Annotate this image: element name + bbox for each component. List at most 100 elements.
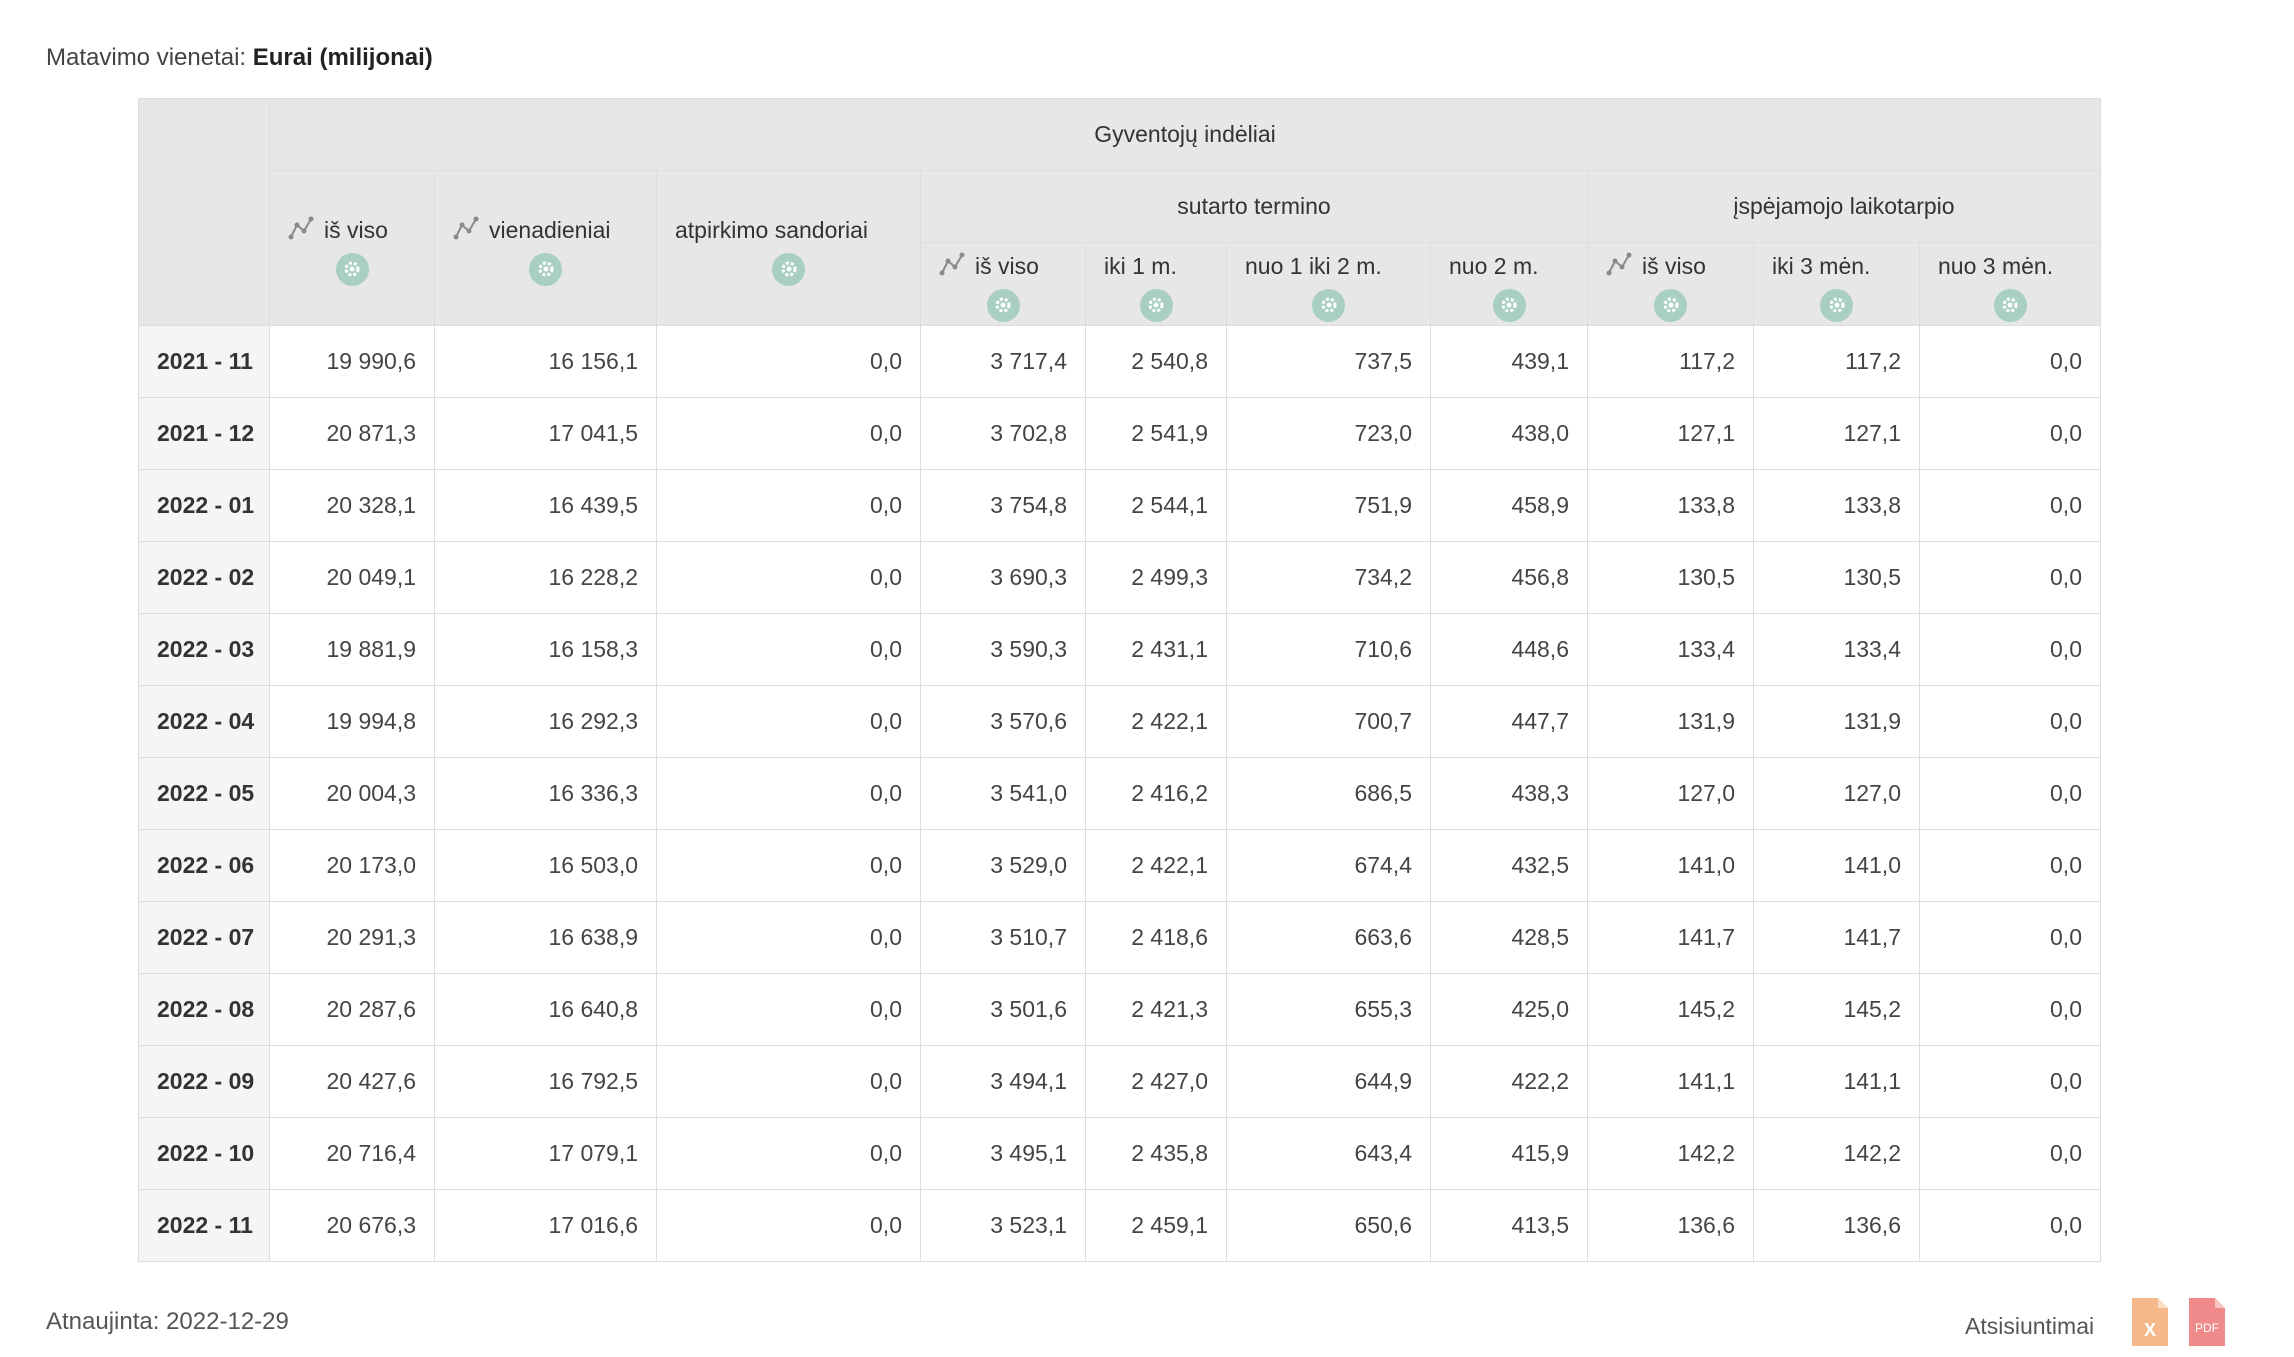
gear-icon[interactable] bbox=[1139, 288, 1173, 322]
excel-file-icon[interactable]: X bbox=[2132, 1298, 2168, 1346]
table-cell: 432,5 bbox=[1430, 829, 1588, 902]
table-cell: 2 416,2 bbox=[1085, 757, 1227, 830]
col-header-8[interactable]: iš viso bbox=[1587, 242, 1754, 326]
table-cell: 130,5 bbox=[1587, 541, 1754, 614]
table-cell: 0,0 bbox=[656, 1189, 921, 1262]
table-cell: 19 881,9 bbox=[269, 613, 435, 686]
table-cell: 413,5 bbox=[1430, 1189, 1588, 1262]
table-cell: 17 079,1 bbox=[434, 1117, 657, 1190]
table-cell: 710,6 bbox=[1226, 613, 1431, 686]
table-cell: 663,6 bbox=[1226, 901, 1431, 974]
col-label: iš viso bbox=[975, 253, 1039, 279]
gear-icon[interactable] bbox=[772, 252, 805, 286]
table-cell: 0,0 bbox=[1919, 829, 2101, 902]
table-row: 2022 - 01 20 328,1 16 439,5 0,0 3 754,8 2 544… bbox=[138, 469, 2101, 542]
table-cell: 0,0 bbox=[1919, 1045, 2101, 1118]
units-label: Matavimo vienetai: bbox=[46, 44, 247, 71]
table-cell: 141,0 bbox=[1587, 829, 1754, 902]
pdf-file-icon[interactable]: PDF bbox=[2189, 1298, 2225, 1346]
row-date: 2022 - 01 bbox=[138, 469, 270, 542]
row-date: 2021 - 11 bbox=[138, 325, 270, 398]
table-cell: 16 503,0 bbox=[434, 829, 657, 902]
gear-icon[interactable] bbox=[1654, 288, 1687, 322]
table-cell: 2 422,1 bbox=[1085, 829, 1227, 902]
col-header-1[interactable]: iš viso bbox=[269, 170, 435, 326]
table-cell: 0,0 bbox=[656, 973, 921, 1046]
table-cell: 2 427,0 bbox=[1085, 1045, 1227, 1118]
col-header-7[interactable]: nuo 2 m. bbox=[1430, 242, 1588, 326]
table-cell: 438,0 bbox=[1430, 397, 1588, 470]
gear-icon[interactable] bbox=[335, 252, 369, 286]
trend-line-icon[interactable] bbox=[453, 215, 479, 247]
table-cell: 20 291,3 bbox=[269, 901, 435, 974]
table-cell: 3 495,1 bbox=[920, 1117, 1086, 1190]
col-label: iš viso bbox=[1642, 253, 1706, 279]
gear-icon[interactable] bbox=[986, 288, 1020, 322]
units-value: Eurai (milijonai) bbox=[252, 44, 433, 71]
table-cell: 20 871,3 bbox=[269, 397, 435, 470]
row-date: 2022 - 07 bbox=[138, 901, 270, 974]
gear-icon[interactable] bbox=[1312, 288, 1345, 322]
col-label: nuo 2 m. bbox=[1449, 253, 1539, 279]
col-header-9[interactable]: iki 3 mėn. bbox=[1753, 242, 1920, 326]
table-cell: 751,9 bbox=[1226, 469, 1431, 542]
table-row: 2022 - 02 20 049,1 16 228,2 0,0 3 690,3 2 499… bbox=[138, 541, 2101, 614]
gear-icon[interactable] bbox=[1492, 288, 1526, 322]
gear-icon[interactable] bbox=[529, 252, 562, 286]
table-row: 2022 - 06 20 173,0 16 503,0 0,0 3 529,0 2 422… bbox=[138, 829, 2101, 902]
table-cell: 3 529,0 bbox=[920, 829, 1086, 902]
table-cell: 20 287,6 bbox=[269, 973, 435, 1046]
trend-line-icon[interactable] bbox=[288, 215, 314, 247]
table-row: 2022 - 05 20 004,3 16 336,3 0,0 3 541,0 2 416… bbox=[138, 757, 2101, 830]
table-cell: 700,7 bbox=[1226, 685, 1431, 758]
table-cell: 130,5 bbox=[1753, 541, 1920, 614]
pdf-icon-text: PDF bbox=[2195, 1321, 2219, 1335]
table-cell: 16 228,2 bbox=[434, 541, 657, 614]
table-row: 2022 - 10 20 716,4 17 079,1 0,0 3 495,1 2 435… bbox=[138, 1117, 2101, 1190]
group-header-notice: įspėjamojo laikotarpio bbox=[1587, 170, 2101, 243]
table-cell: 0,0 bbox=[656, 1117, 921, 1190]
col-header-6[interactable]: nuo 1 iki 2 m. bbox=[1226, 242, 1431, 326]
table-cell: 0,0 bbox=[656, 397, 921, 470]
table-cell: 0,0 bbox=[1919, 901, 2101, 974]
table-cell: 131,9 bbox=[1587, 685, 1754, 758]
table-cell: 142,2 bbox=[1753, 1117, 1920, 1190]
table-cell: 0,0 bbox=[1919, 397, 2101, 470]
trend-line-icon[interactable] bbox=[939, 251, 965, 283]
table-cell: 133,4 bbox=[1587, 613, 1754, 686]
gear-icon[interactable] bbox=[1820, 288, 1853, 322]
excel-icon-text: X bbox=[2144, 1320, 2156, 1340]
table-cell: 415,9 bbox=[1430, 1117, 1588, 1190]
trend-line-icon[interactable] bbox=[1606, 251, 1632, 283]
table-cell: 3 570,6 bbox=[920, 685, 1086, 758]
col-header-3[interactable]: atpirkimo sandoriai bbox=[656, 170, 921, 326]
col-header-5[interactable]: iki 1 m. bbox=[1085, 242, 1227, 326]
units-line: Matavimo vienetai: Eurai (milijonai) bbox=[46, 44, 433, 72]
table-cell: 16 156,1 bbox=[434, 325, 657, 398]
table-cell: 0,0 bbox=[656, 325, 921, 398]
col-label: nuo 3 mėn. bbox=[1938, 253, 2054, 279]
table-cell: 141,7 bbox=[1587, 901, 1754, 974]
row-date: 2022 - 10 bbox=[138, 1117, 270, 1190]
col-header-4[interactable]: iš viso bbox=[920, 242, 1086, 326]
table-cell: 2 499,3 bbox=[1085, 541, 1227, 614]
col-label: atpirkimo sandoriai bbox=[675, 217, 869, 243]
table-cell: 133,8 bbox=[1587, 469, 1754, 542]
col-header-10[interactable]: nuo 3 mėn. bbox=[1919, 242, 2101, 326]
table-row: 2021 - 11 19 990,6 16 156,1 0,0 3 717,4 2 540… bbox=[138, 325, 2101, 398]
table-cell: 141,1 bbox=[1753, 1045, 1920, 1118]
table-cell: 136,6 bbox=[1753, 1189, 1920, 1262]
table-body: 2021 - 11 19 990,6 16 156,1 0,0 3 717,4 2 540… bbox=[138, 325, 2101, 1262]
table-cell: 20 328,1 bbox=[269, 469, 435, 542]
table-cell: 16 292,3 bbox=[434, 685, 657, 758]
table-cell: 644,9 bbox=[1226, 1045, 1431, 1118]
table-cell: 17 016,6 bbox=[434, 1189, 657, 1262]
table-cell: 145,2 bbox=[1587, 973, 1754, 1046]
col-header-2[interactable]: vienadieniai bbox=[434, 170, 657, 326]
table-row: 2022 - 04 19 994,8 16 292,3 0,0 3 570,6 2 422… bbox=[138, 685, 2101, 758]
table-cell: 2 431,1 bbox=[1085, 613, 1227, 686]
table-cell: 145,2 bbox=[1753, 973, 1920, 1046]
gear-icon[interactable] bbox=[1993, 288, 2027, 322]
table-cell: 136,6 bbox=[1587, 1189, 1754, 1262]
table-cell: 16 439,5 bbox=[434, 469, 657, 542]
